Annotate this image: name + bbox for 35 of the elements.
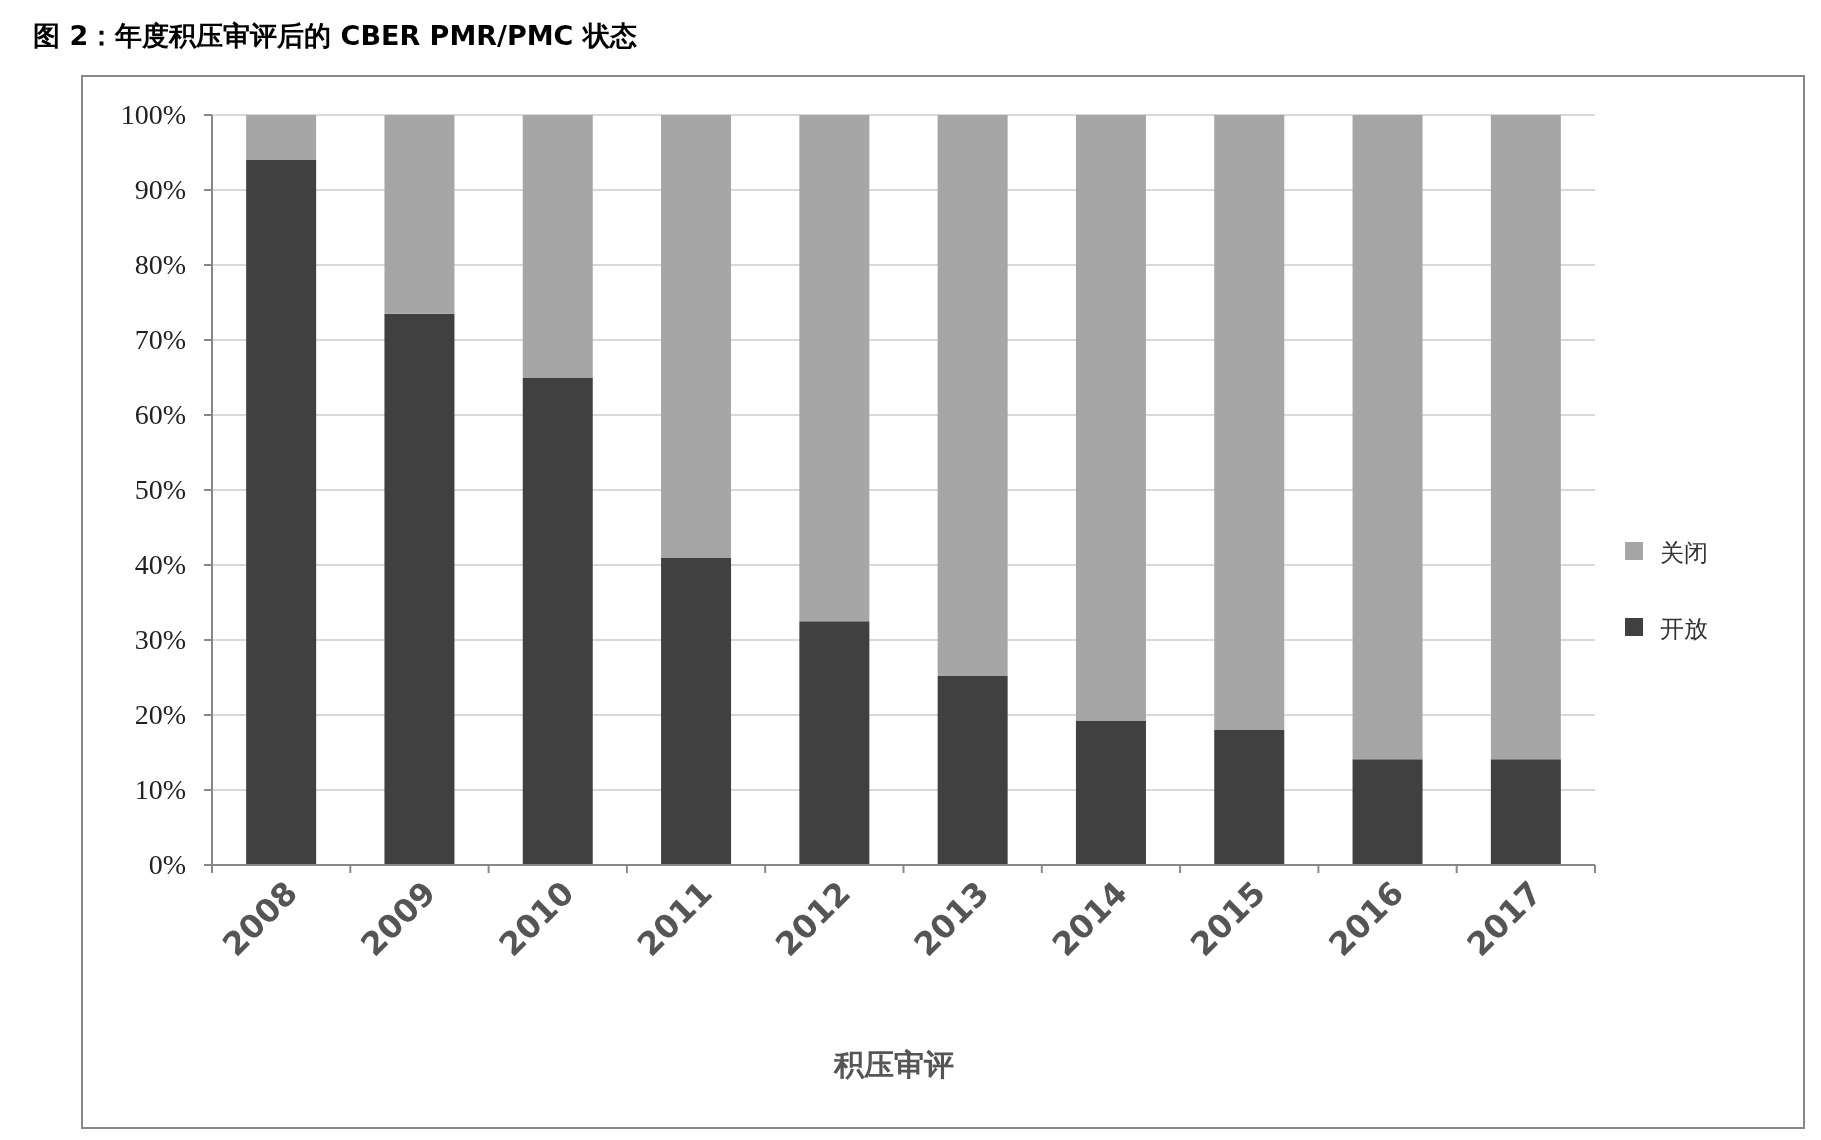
x-axis-title: 积压审评	[832, 1047, 954, 1082]
y-tick-label: 60%	[134, 399, 186, 430]
bar	[246, 160, 317, 865]
bar	[384, 313, 455, 865]
y-tick-label: 100%	[120, 99, 186, 130]
bar	[1075, 115, 1146, 721]
y-tick-label: 0%	[148, 849, 186, 880]
y-tick-label: 80%	[134, 249, 186, 280]
bar	[1352, 115, 1423, 760]
y-tick-label: 50%	[134, 474, 186, 505]
y-tick-label: 40%	[134, 549, 186, 580]
bar	[1075, 721, 1146, 865]
legend-label: 开放	[1660, 615, 1708, 643]
legend-label: 关闭	[1660, 539, 1708, 567]
bar	[1352, 759, 1423, 865]
bar	[1490, 115, 1561, 760]
chart-title: 图 2：年度积压审评后的 CBER PMR/PMC 状态	[33, 20, 637, 51]
bar	[384, 115, 455, 314]
bar	[1490, 759, 1561, 865]
bar	[799, 115, 870, 622]
bar	[522, 115, 593, 378]
bar	[246, 115, 317, 160]
bar	[937, 676, 1008, 865]
y-tick-label: 90%	[134, 174, 186, 205]
bar	[661, 115, 732, 558]
bar	[799, 621, 870, 865]
bar	[937, 115, 1008, 676]
bar	[1214, 730, 1285, 865]
y-tick-label: 30%	[134, 624, 186, 655]
bar	[522, 377, 593, 865]
y-tick-label: 70%	[134, 324, 186, 355]
y-tick-label: 10%	[134, 774, 186, 805]
bar	[1214, 115, 1285, 730]
y-tick-label: 20%	[134, 699, 186, 730]
bar	[661, 557, 732, 865]
